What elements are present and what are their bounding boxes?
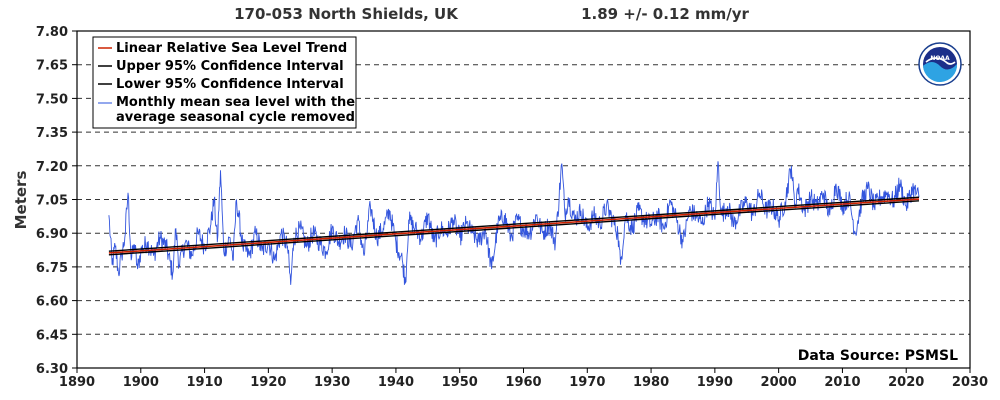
legend-item-monthly-1: Monthly mean sea level with the (116, 95, 355, 110)
x-tick-label: 2000 (761, 375, 797, 390)
lower-ci-line (108, 200, 920, 256)
y-tick-label: 7.80 (36, 25, 68, 40)
chart-subtitle: 1.89 +/- 0.12 mm/yr (581, 5, 749, 23)
x-tick-label: 1970 (569, 375, 605, 390)
y-tick-label: 7.20 (36, 160, 68, 175)
x-tick-label: 1940 (378, 375, 414, 390)
x-tick-label: 2030 (952, 375, 988, 390)
trend-lines-layer (108, 196, 920, 256)
legend-item-trend: Linear Relative Sea Level Trend (116, 41, 347, 56)
x-tick-label: 1890 (59, 375, 95, 390)
x-tick-label: 1900 (123, 375, 159, 390)
legend-item-monthly-2: average seasonal cycle removed (116, 110, 355, 125)
plot-frame (76, 30, 971, 369)
x-tick-label: 1950 (442, 375, 478, 390)
x-tick-label: 1990 (697, 375, 733, 390)
legend: Linear Relative Sea Level Trend Upper 95… (92, 36, 357, 129)
x-tick-label: 1920 (250, 375, 286, 390)
y-tick-label: 6.60 (36, 295, 68, 310)
legend-item-upper-ci: Upper 95% Confidence Interval (116, 59, 344, 74)
data-source-label: Data Source: PSMSL (798, 348, 958, 364)
y-axis-label: Meters (12, 171, 30, 230)
legend-item-lower-ci: Lower 95% Confidence Interval (116, 77, 344, 92)
x-tick-label: 2010 (824, 375, 860, 390)
y-tick-label: 7.05 (36, 194, 68, 209)
noaa-logo-icon: NOAA (918, 42, 962, 86)
x-tick-label: 1980 (633, 375, 669, 390)
trend-line (108, 198, 920, 254)
y-tick-label: 7.65 (36, 59, 68, 74)
x-axis-ticks: 1890 1900 1910 1920 1930 1940 1950 1960 1970 1980… (59, 368, 988, 390)
monthly-series-line (108, 161, 920, 285)
y-tick-label: 6.75 (36, 261, 68, 276)
chart-title: 170-053 North Shields, UK (234, 5, 459, 23)
x-tick-label: 1960 (505, 375, 541, 390)
logo-text: NOAA (930, 55, 950, 62)
y-tick-label: 6.30 (36, 362, 68, 377)
x-tick-label: 1910 (186, 375, 222, 390)
y-tick-label: 6.90 (36, 227, 68, 242)
y-axis-ticks: 7.80 7.65 7.50 7.35 7.20 7.05 6.90 6.75 6.60 6.45… (36, 25, 77, 377)
x-tick-label: 1930 (314, 375, 350, 390)
y-tick-label: 7.50 (36, 92, 68, 107)
monthly-series-layer (108, 161, 920, 285)
y-tick-label: 6.45 (36, 328, 68, 343)
x-tick-label: 2020 (888, 375, 924, 390)
upper-ci-line (108, 196, 920, 252)
y-tick-label: 7.35 (36, 126, 68, 141)
legend-box (92, 36, 357, 129)
